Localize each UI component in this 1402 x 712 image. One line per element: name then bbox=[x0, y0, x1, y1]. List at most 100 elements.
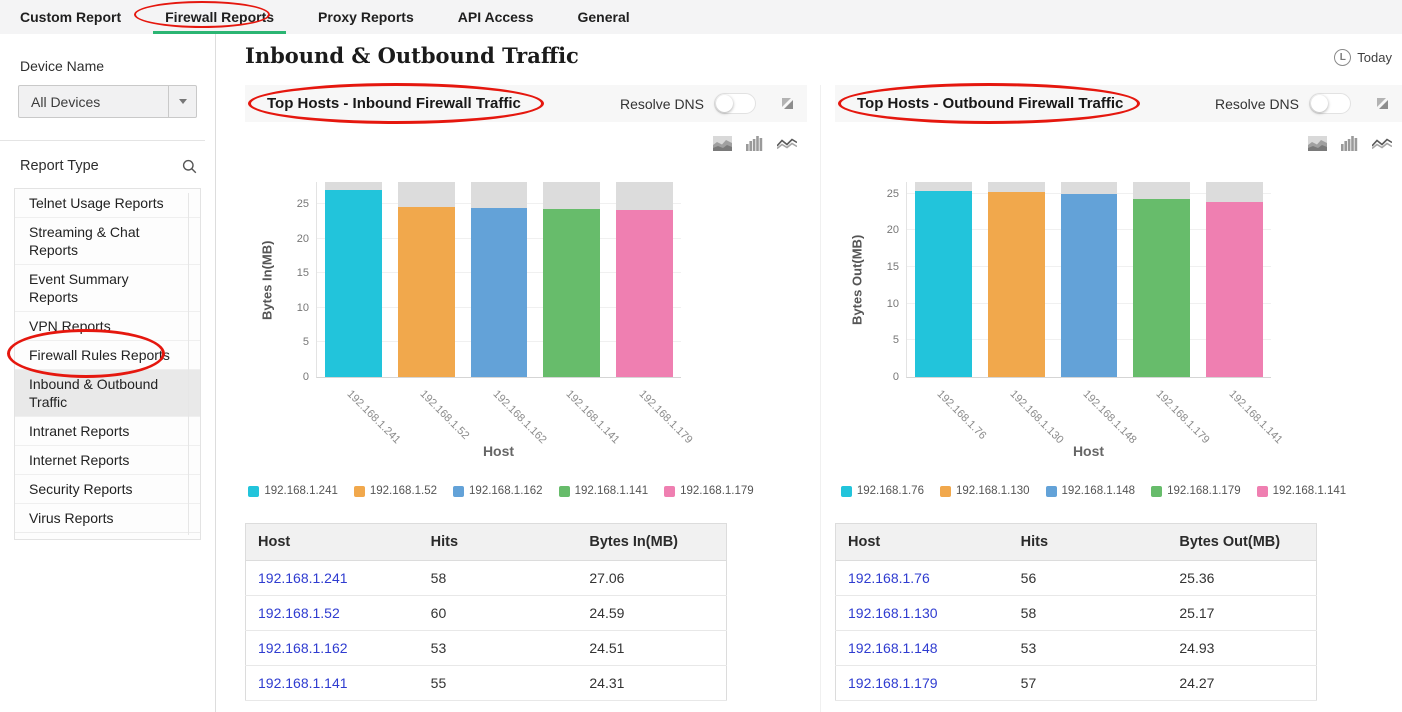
chart-bar[interactable] bbox=[616, 210, 673, 377]
host-link[interactable]: 192.168.1.148 bbox=[848, 640, 938, 656]
table-cell: 57 bbox=[1008, 665, 1168, 701]
legend-label: 192.168.1.162 bbox=[469, 485, 543, 497]
tab-general[interactable]: General bbox=[577, 9, 630, 25]
chart-bar[interactable] bbox=[325, 189, 382, 377]
y-tick-label: 10 bbox=[296, 301, 309, 314]
legend-item[interactable]: 192.168.1.179 bbox=[664, 485, 754, 497]
bar-chart-icon[interactable] bbox=[746, 135, 763, 151]
legend-item[interactable]: 192.168.1.162 bbox=[453, 485, 543, 497]
table-cell: 25.17 bbox=[1167, 595, 1317, 631]
chart-bar[interactable] bbox=[1060, 194, 1118, 377]
resolve-dns-toggle[interactable] bbox=[714, 93, 756, 114]
device-select[interactable]: All Devices bbox=[18, 85, 197, 118]
y-tick-label: 25 bbox=[886, 187, 899, 200]
table-cell: 24.27 bbox=[1167, 665, 1317, 701]
sidebar-item-event-summary-reports[interactable]: Event Summary Reports bbox=[15, 265, 200, 312]
legend-label: 192.168.1.141 bbox=[1272, 485, 1347, 497]
chart-bar[interactable] bbox=[543, 208, 601, 377]
legend-item[interactable]: 192.168.1.141 bbox=[558, 485, 648, 497]
sidebar-item-intranet-reports[interactable]: Intranet Reports bbox=[15, 417, 200, 446]
sidebar-item-vpn-reports[interactable]: VPN Reports bbox=[15, 312, 200, 341]
legend-item[interactable]: 192.168.1.179 bbox=[1151, 485, 1241, 497]
sidebar-item-inbound-outbound-traffic[interactable]: Inbound & Outbound Traffic bbox=[15, 370, 200, 417]
legend-label: 192.168.1.179 bbox=[1167, 485, 1241, 497]
legend-label: 192.168.1.241 bbox=[264, 485, 338, 497]
area-chart-icon[interactable] bbox=[1308, 135, 1327, 151]
legend-item[interactable]: 192.168.1.241 bbox=[248, 485, 338, 497]
legend-swatch bbox=[664, 485, 676, 497]
legend-swatch bbox=[248, 485, 260, 497]
sidebar-item-streaming-chat-reports[interactable]: Streaming & Chat Reports bbox=[15, 218, 200, 265]
sidebar-item-firewall-rules-reports[interactable]: Firewall Rules Reports bbox=[15, 341, 200, 370]
x-axis-title: Host bbox=[482, 443, 515, 459]
chart-bar[interactable] bbox=[987, 192, 1045, 377]
sidebar-item-telnet-usage-reports[interactable]: Telnet Usage Reports bbox=[15, 189, 200, 218]
host-link[interactable]: 192.168.1.162 bbox=[258, 640, 348, 656]
panel-title: Top Hosts - Outbound Firewall Traffic bbox=[857, 95, 1124, 112]
column-header: Bytes Out(MB) bbox=[1167, 523, 1317, 561]
panel-header: Top Hosts - Inbound Firewall Traffic Res… bbox=[245, 83, 807, 124]
table-cell: 58 bbox=[418, 560, 578, 596]
host-link[interactable]: 192.168.1.52 bbox=[258, 605, 340, 621]
legend-label: 192.168.1.76 bbox=[856, 485, 924, 497]
table-cell: 56 bbox=[1008, 560, 1168, 596]
legend-swatch bbox=[939, 485, 951, 497]
table-row: 192.168.1.76 56 25.36 bbox=[835, 560, 1317, 596]
chart-bar[interactable] bbox=[397, 206, 455, 377]
line-chart-icon[interactable] bbox=[777, 137, 797, 150]
chart-bar[interactable] bbox=[1206, 201, 1263, 377]
legend-item[interactable]: 192.168.1.130 bbox=[939, 485, 1030, 497]
legend-label: 192.168.1.179 bbox=[680, 485, 754, 497]
period-label: Today bbox=[1357, 50, 1392, 65]
legend-item[interactable]: 192.168.1.141 bbox=[1256, 485, 1347, 497]
y-axis-title: Bytes In(MB) bbox=[259, 240, 275, 320]
host-link[interactable]: 192.168.1.130 bbox=[848, 605, 938, 621]
bar-chart-plot: 0 5 10 15 20 25 192.168.1.241 192.168.1.52 192.1… bbox=[297, 182, 694, 446]
table-row: 192.168.1.148 53 24.93 bbox=[835, 630, 1317, 666]
chart-type-toolbar bbox=[713, 130, 797, 156]
sidebar-item-security-reports[interactable]: Security Reports bbox=[15, 475, 200, 504]
bar-slot bbox=[980, 182, 1053, 377]
y-tick-label: 0 bbox=[302, 371, 309, 383]
tab-proxy-reports[interactable]: Proxy Reports bbox=[318, 9, 414, 25]
chart-bar[interactable] bbox=[470, 207, 528, 377]
tab-api-access[interactable]: API Access bbox=[457, 9, 534, 25]
y-tick-label: 10 bbox=[886, 297, 899, 310]
chart-bar[interactable] bbox=[1133, 199, 1191, 377]
tab-firewall-reports[interactable]: Firewall Reports bbox=[153, 0, 286, 34]
top-tab-bar: Custom Report Firewall Reports Proxy Rep… bbox=[0, 0, 1402, 34]
legend-item[interactable]: 192.168.1.76 bbox=[840, 485, 924, 497]
legend-item[interactable]: 192.168.1.148 bbox=[1045, 485, 1135, 497]
y-tick-label: 20 bbox=[886, 224, 899, 237]
bar-slot bbox=[907, 182, 980, 377]
x-axis-title: Host bbox=[1072, 443, 1105, 459]
expand-icon[interactable] bbox=[1377, 98, 1388, 109]
area-chart-icon[interactable] bbox=[713, 135, 732, 151]
chart-legend: 192.168.1.76 192.168.1.130 192.168.1.148 19… bbox=[835, 485, 1402, 497]
chart-bar[interactable] bbox=[915, 191, 972, 377]
sidebar-item-virus-reports[interactable]: Virus Reports bbox=[15, 504, 200, 533]
line-chart-icon[interactable] bbox=[1372, 137, 1392, 150]
period-selector[interactable]: L Today bbox=[1334, 49, 1392, 66]
report-type-list: Telnet Usage Reports Streaming & Chat Rep… bbox=[14, 188, 201, 540]
sidebar-item-internet-reports[interactable]: Internet Reports bbox=[15, 446, 200, 475]
host-link[interactable]: 192.168.1.141 bbox=[258, 675, 348, 691]
table-cell: 53 bbox=[418, 630, 578, 666]
table-row: 192.168.1.162 53 24.51 bbox=[245, 630, 727, 666]
table-cell: 27.06 bbox=[577, 560, 727, 596]
host-link[interactable]: 192.168.1.179 bbox=[848, 675, 938, 691]
column-header: Hits bbox=[1008, 523, 1168, 561]
tab-custom-report[interactable]: Custom Report bbox=[20, 9, 122, 25]
resolve-dns-label: Resolve DNS bbox=[1214, 95, 1299, 112]
host-link[interactable]: 192.168.1.76 bbox=[848, 570, 930, 586]
expand-icon[interactable] bbox=[782, 98, 793, 109]
column-header: Host bbox=[835, 523, 1009, 561]
legend-swatch bbox=[840, 485, 852, 497]
host-link[interactable]: 192.168.1.241 bbox=[258, 570, 348, 586]
table-header-row: Host Hits Bytes Out(MB) bbox=[835, 523, 1317, 561]
search-icon[interactable] bbox=[182, 159, 197, 174]
table-cell: 24.59 bbox=[577, 595, 727, 631]
legend-item[interactable]: 192.168.1.52 bbox=[353, 485, 437, 497]
resolve-dns-toggle[interactable] bbox=[1309, 93, 1351, 114]
bar-chart-icon[interactable] bbox=[1341, 135, 1358, 151]
